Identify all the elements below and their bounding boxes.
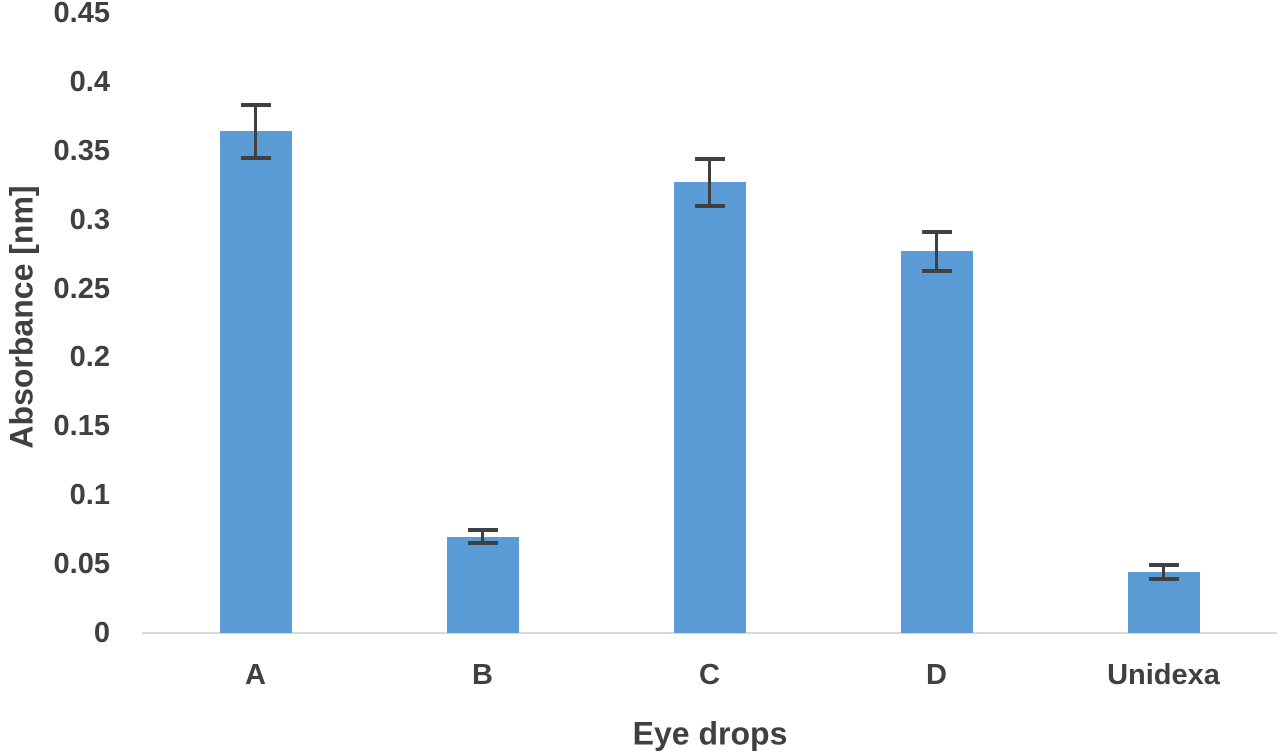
- y-tick-label: 0.05: [53, 548, 110, 581]
- y-tick-label: 0.2: [69, 341, 110, 374]
- x-tick-label-A: A: [245, 659, 266, 691]
- error-bar-line-A: [254, 105, 257, 158]
- bar-Unidexa: [1127, 572, 1200, 633]
- error-bar-top-cap-Unidexa: [1148, 563, 1179, 568]
- error-bar-top-cap-D: [921, 230, 952, 235]
- error-bar-line-D: [935, 232, 938, 271]
- y-tick-label: 0.1: [69, 479, 110, 512]
- y-tick-label: 0.15: [53, 410, 110, 443]
- y-tick-label: 0.3: [69, 203, 110, 236]
- bar-B: [446, 536, 519, 633]
- bar-C: [673, 182, 746, 633]
- y-tick-label: 0.25: [53, 272, 110, 305]
- error-bar-bottom-cap-D: [921, 268, 952, 273]
- error-bar-top-cap-C: [694, 157, 725, 162]
- error-bar-top-cap-B: [467, 527, 498, 532]
- x-axis-title: Eye drops: [632, 715, 788, 752]
- x-tick-label-Unidexa: Unidexa: [1107, 659, 1220, 691]
- x-axis-line: [142, 632, 1277, 634]
- x-tick-label-B: B: [472, 659, 493, 691]
- error-bar-bottom-cap-C: [694, 203, 725, 208]
- error-bar-bottom-cap-A: [240, 155, 271, 160]
- error-bar-line-Unidexa: [1162, 565, 1165, 580]
- bar-D: [900, 251, 973, 633]
- error-bar-line-C: [708, 159, 711, 206]
- y-tick-label: 0: [93, 617, 110, 649]
- y-tick-label: 0.35: [53, 134, 110, 167]
- y-tick-label: 0.45: [53, 0, 110, 29]
- error-bar-line-B: [481, 529, 484, 544]
- x-tick-label-D: D: [926, 659, 947, 691]
- error-bar-bottom-cap-B: [467, 541, 498, 546]
- bar-A: [219, 131, 292, 633]
- error-bar-top-cap-A: [240, 103, 271, 108]
- error-bar-bottom-cap-Unidexa: [1148, 577, 1179, 582]
- y-tick-label: 0.4: [69, 65, 110, 98]
- x-tick-label-C: C: [699, 659, 720, 691]
